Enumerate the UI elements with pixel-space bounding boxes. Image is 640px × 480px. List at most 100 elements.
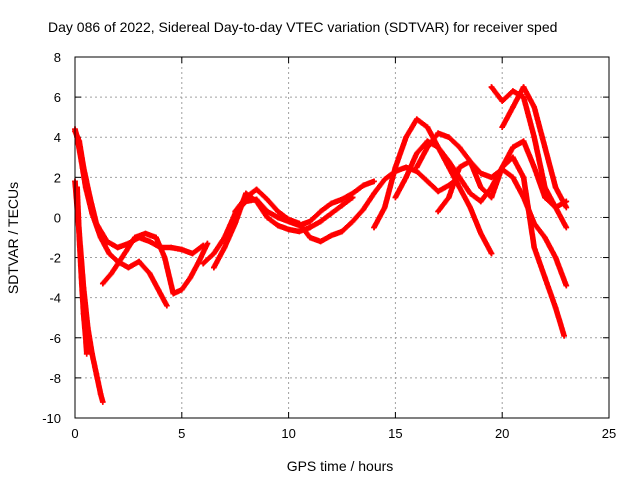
x-tick-label: 0 xyxy=(71,426,78,441)
data-point xyxy=(232,208,238,215)
data-point xyxy=(146,270,153,277)
data-point xyxy=(446,134,452,141)
data-point xyxy=(531,164,538,171)
y-tick-label: -10 xyxy=(42,411,61,426)
series-sat-g xyxy=(211,190,356,271)
data-point xyxy=(488,174,495,181)
data-point xyxy=(531,220,538,227)
data-point xyxy=(168,244,174,251)
data-point xyxy=(552,204,559,211)
series-sat-n xyxy=(499,84,570,211)
data-point xyxy=(510,154,516,161)
data-point xyxy=(531,104,538,110)
data-point xyxy=(80,310,87,317)
data-point xyxy=(99,280,106,287)
data-point xyxy=(317,208,324,215)
data-point xyxy=(82,184,89,191)
data-point xyxy=(296,228,303,235)
data-point xyxy=(499,124,505,130)
data-point xyxy=(446,194,452,201)
data-point xyxy=(542,144,548,151)
data-point xyxy=(82,334,89,341)
data-point xyxy=(488,250,495,257)
data-point xyxy=(296,220,303,227)
data-point xyxy=(542,234,548,241)
data-point xyxy=(328,210,335,217)
data-point xyxy=(339,196,345,203)
data-point xyxy=(328,232,335,239)
data-point xyxy=(97,234,104,241)
data-point xyxy=(446,158,452,165)
data-point xyxy=(381,176,388,183)
data-point xyxy=(136,258,142,265)
x-tick-label: 10 xyxy=(281,426,295,441)
data-point xyxy=(232,220,238,227)
axis-ticks: 0 5 10 15 20 25 -10 -8 -6 -4 -2 0 2 4 6 8 xyxy=(42,50,616,441)
data-point xyxy=(435,188,441,195)
data-point xyxy=(456,164,463,171)
data-point xyxy=(132,234,138,241)
data-point xyxy=(488,194,495,201)
data-point xyxy=(153,234,159,241)
data-point xyxy=(108,270,115,277)
x-tick-label: 15 xyxy=(388,426,402,441)
data-point xyxy=(99,399,106,405)
data-point xyxy=(542,194,548,201)
series-sat-i xyxy=(371,116,495,257)
data-point xyxy=(552,184,559,191)
data-point xyxy=(164,302,170,309)
data-point xyxy=(435,130,441,137)
series-sat-h xyxy=(232,164,463,245)
data-point xyxy=(89,351,95,357)
data-point xyxy=(542,274,548,281)
data-point xyxy=(317,238,324,245)
data-point xyxy=(170,290,177,297)
data-point xyxy=(467,204,473,211)
data-point xyxy=(114,244,121,251)
data-point xyxy=(360,182,367,189)
data-point xyxy=(467,158,473,165)
chart-title: Day 086 of 2022, Sidereal Day-to-day VTE… xyxy=(48,19,557,35)
data-point xyxy=(275,222,281,229)
data-point xyxy=(78,274,85,281)
x-tick-label: 25 xyxy=(602,426,616,441)
data-point xyxy=(106,250,112,257)
data-point xyxy=(478,230,484,237)
data-point xyxy=(189,250,196,257)
series-sat-l xyxy=(435,138,570,215)
data-point xyxy=(478,198,484,205)
data-point xyxy=(317,218,324,225)
data-point xyxy=(392,194,399,201)
y-tick-label: 0 xyxy=(54,210,61,225)
data-point xyxy=(307,224,313,231)
data-point xyxy=(456,144,463,151)
y-tick-label: 8 xyxy=(54,50,61,65)
data-point xyxy=(424,144,431,151)
data-point xyxy=(563,282,570,289)
data-point xyxy=(221,244,228,251)
data-point xyxy=(285,216,292,223)
y-tick-label: 4 xyxy=(54,130,61,145)
series-track xyxy=(74,184,90,357)
data-point xyxy=(520,84,527,90)
x-axis-label: GPS time / hours xyxy=(287,458,394,474)
data-point xyxy=(275,214,281,221)
data-point xyxy=(253,198,260,205)
data-point xyxy=(542,184,548,191)
data-point xyxy=(349,194,356,201)
data-point xyxy=(125,264,132,271)
data-point xyxy=(204,240,211,247)
data-point xyxy=(83,351,90,357)
data-point xyxy=(264,196,271,203)
data-point xyxy=(403,174,409,181)
series-track xyxy=(232,164,463,245)
y-tick-label: -2 xyxy=(49,251,61,266)
data-point xyxy=(520,138,527,145)
data-point xyxy=(360,206,367,213)
data-point xyxy=(339,228,345,235)
y-tick-label: -6 xyxy=(49,331,61,346)
data-point xyxy=(328,200,335,207)
data-point xyxy=(552,304,559,311)
data-point xyxy=(179,286,185,293)
data-point xyxy=(478,184,484,191)
